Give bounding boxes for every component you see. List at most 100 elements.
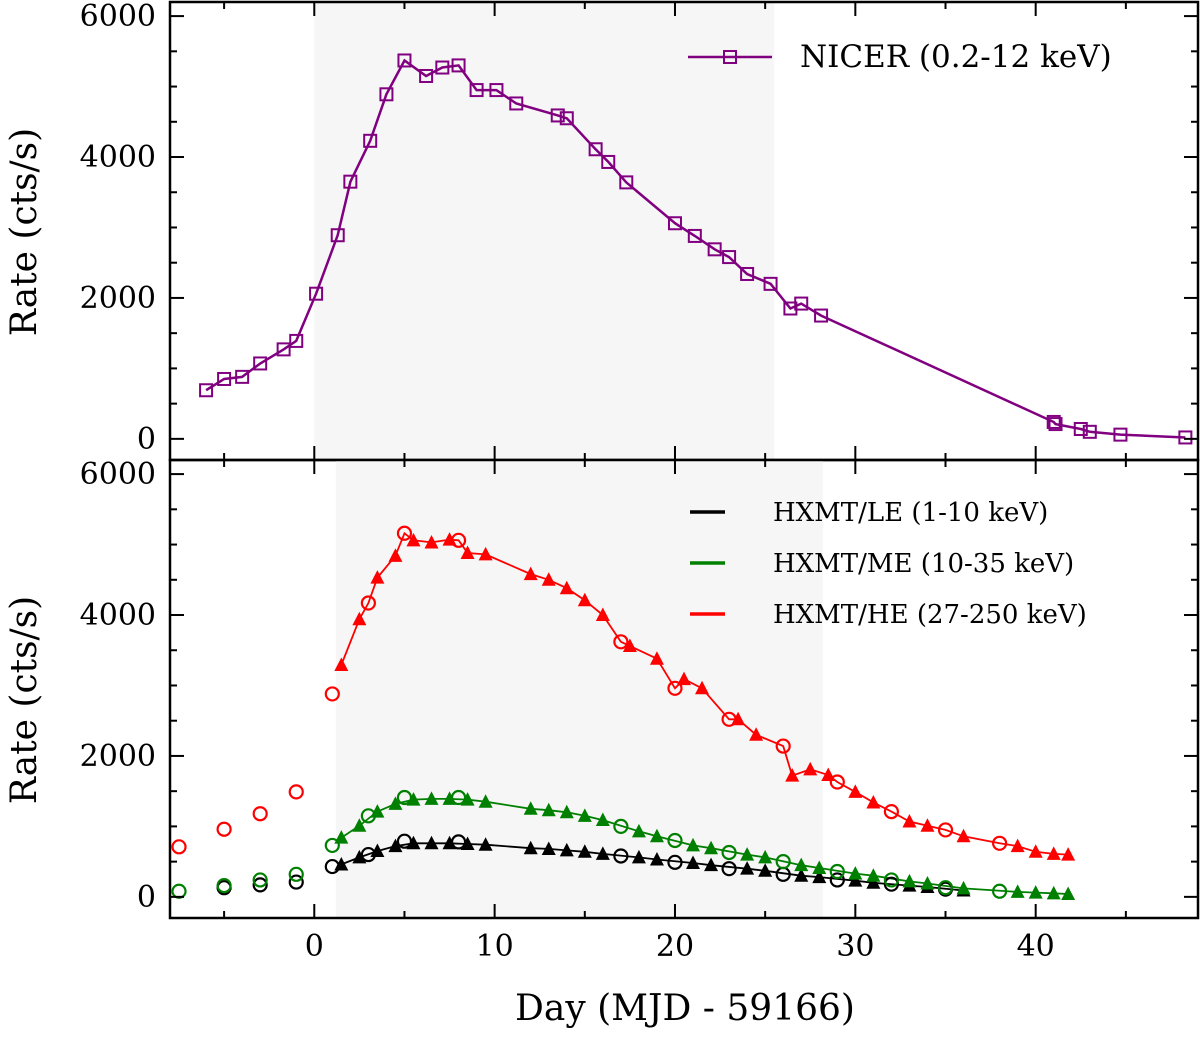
data-point-triangle xyxy=(460,545,475,560)
data-point-triangle xyxy=(1028,844,1043,858)
data-point-circle xyxy=(937,822,954,838)
data-point-circle xyxy=(396,525,413,541)
data-point-triangle xyxy=(523,801,538,815)
data-point-triangle xyxy=(695,680,710,695)
data-point-circle xyxy=(450,532,467,548)
data-point-circle xyxy=(252,806,268,822)
data-point-triangle xyxy=(758,863,773,877)
data-point-triangle xyxy=(812,869,827,884)
data-point-triangle xyxy=(866,875,881,889)
legend-label: HXMT/ME (10-35 keV) xyxy=(773,549,1074,579)
data-point-triangle xyxy=(920,818,935,832)
data-point-triangle xyxy=(541,802,556,817)
data-point-triangle xyxy=(749,727,764,741)
y-axis-label: Rate (cts/s) xyxy=(4,128,45,336)
data-point-square xyxy=(253,356,268,371)
data-point-triangle xyxy=(559,842,574,857)
data-point-triangle xyxy=(848,873,863,887)
x-tick-label: 10 xyxy=(476,929,514,964)
data-point-square xyxy=(1048,417,1063,432)
data-point-triangle xyxy=(686,855,701,870)
data-point-square xyxy=(451,58,466,73)
data-point-circle xyxy=(775,738,791,754)
data-point-circle xyxy=(883,872,900,888)
data-point-circle xyxy=(613,848,629,864)
data-point-circle xyxy=(450,834,467,850)
data-point-triangle xyxy=(794,868,809,882)
data-point-circle xyxy=(216,821,232,837)
data-point-triangle xyxy=(902,813,917,828)
data-point-circle xyxy=(883,804,900,820)
data-point-square xyxy=(199,383,214,398)
data-point-circle xyxy=(288,784,304,800)
data-point-triangle xyxy=(686,837,701,852)
data-point-triangle xyxy=(424,791,439,805)
series-line xyxy=(205,58,1186,439)
data-point-triangle xyxy=(622,638,637,653)
data-point-square xyxy=(588,142,603,157)
data-point-square xyxy=(814,308,829,323)
data-point-square xyxy=(343,174,358,189)
y-tick-label: 4000 xyxy=(80,598,156,633)
data-point-triangle xyxy=(649,651,664,665)
data-point-circle xyxy=(829,863,845,880)
data-point-circle xyxy=(721,861,737,877)
data-point-circle xyxy=(613,818,629,835)
data-point-square xyxy=(1178,430,1193,445)
data-point-square xyxy=(489,83,504,98)
data-point-circle xyxy=(171,839,187,855)
data-point-triangle xyxy=(577,808,592,822)
data-point-triangle xyxy=(523,566,538,581)
data-point-circle xyxy=(252,877,268,893)
data-point-square xyxy=(235,369,250,384)
y-tick-label: 6000 xyxy=(80,0,156,34)
data-point-triangle xyxy=(352,818,367,832)
data-point-triangle xyxy=(541,841,556,855)
data-point-triangle xyxy=(631,849,646,864)
data-point-square xyxy=(1113,427,1128,442)
legend-label: HXMT/HE (27-250 keV) xyxy=(773,600,1087,630)
data-point-square xyxy=(276,342,291,357)
data-point-triangle xyxy=(740,847,755,861)
data-point-triangle xyxy=(1046,885,1061,900)
data-point-triangle xyxy=(848,784,863,798)
data-point-triangle xyxy=(785,768,800,782)
y-axis-label: Rate (cts/s) xyxy=(4,596,45,804)
data-point-triangle xyxy=(1010,884,1025,898)
data-point-triangle xyxy=(478,794,493,808)
panel-nicer: 0 2000 4000 6000 NICER (0.2-12 keV) xyxy=(80,0,1200,462)
data-point-circle xyxy=(216,877,232,894)
data-point-triangle xyxy=(740,861,755,875)
data-point-triangle xyxy=(1010,838,1025,853)
series-markers xyxy=(171,525,1076,901)
data-point-triangle xyxy=(577,592,592,607)
data-point-triangle xyxy=(704,857,719,872)
y-tick-label: 2000 xyxy=(80,281,156,316)
data-point-circle xyxy=(883,876,900,892)
y-tick-label: 0 xyxy=(137,880,156,915)
data-point-triangle xyxy=(956,828,971,843)
data-point-circle xyxy=(667,832,683,849)
legend-marker xyxy=(723,50,737,64)
data-point-circle xyxy=(992,835,1008,851)
data-point-circle xyxy=(721,711,737,727)
data-point-triangle xyxy=(803,761,818,776)
data-point-triangle xyxy=(794,857,809,872)
data-point-triangle xyxy=(370,570,385,584)
shaded-interval xyxy=(335,460,823,918)
data-point-circle xyxy=(829,872,845,888)
data-point-triangle xyxy=(388,838,403,853)
data-point-square xyxy=(1073,421,1088,436)
data-point-circle xyxy=(937,880,954,896)
y-tick-label: 4000 xyxy=(80,140,156,175)
data-point-triangle xyxy=(478,546,493,561)
data-point-triangle xyxy=(848,866,863,880)
x-tick-label: 40 xyxy=(1017,929,1055,964)
data-point-square xyxy=(667,216,682,231)
data-point-square xyxy=(217,371,232,386)
data-point-triangle xyxy=(704,840,719,855)
data-point-triangle xyxy=(1061,847,1076,861)
data-point-triangle xyxy=(1046,846,1061,860)
data-point-square xyxy=(330,228,345,243)
